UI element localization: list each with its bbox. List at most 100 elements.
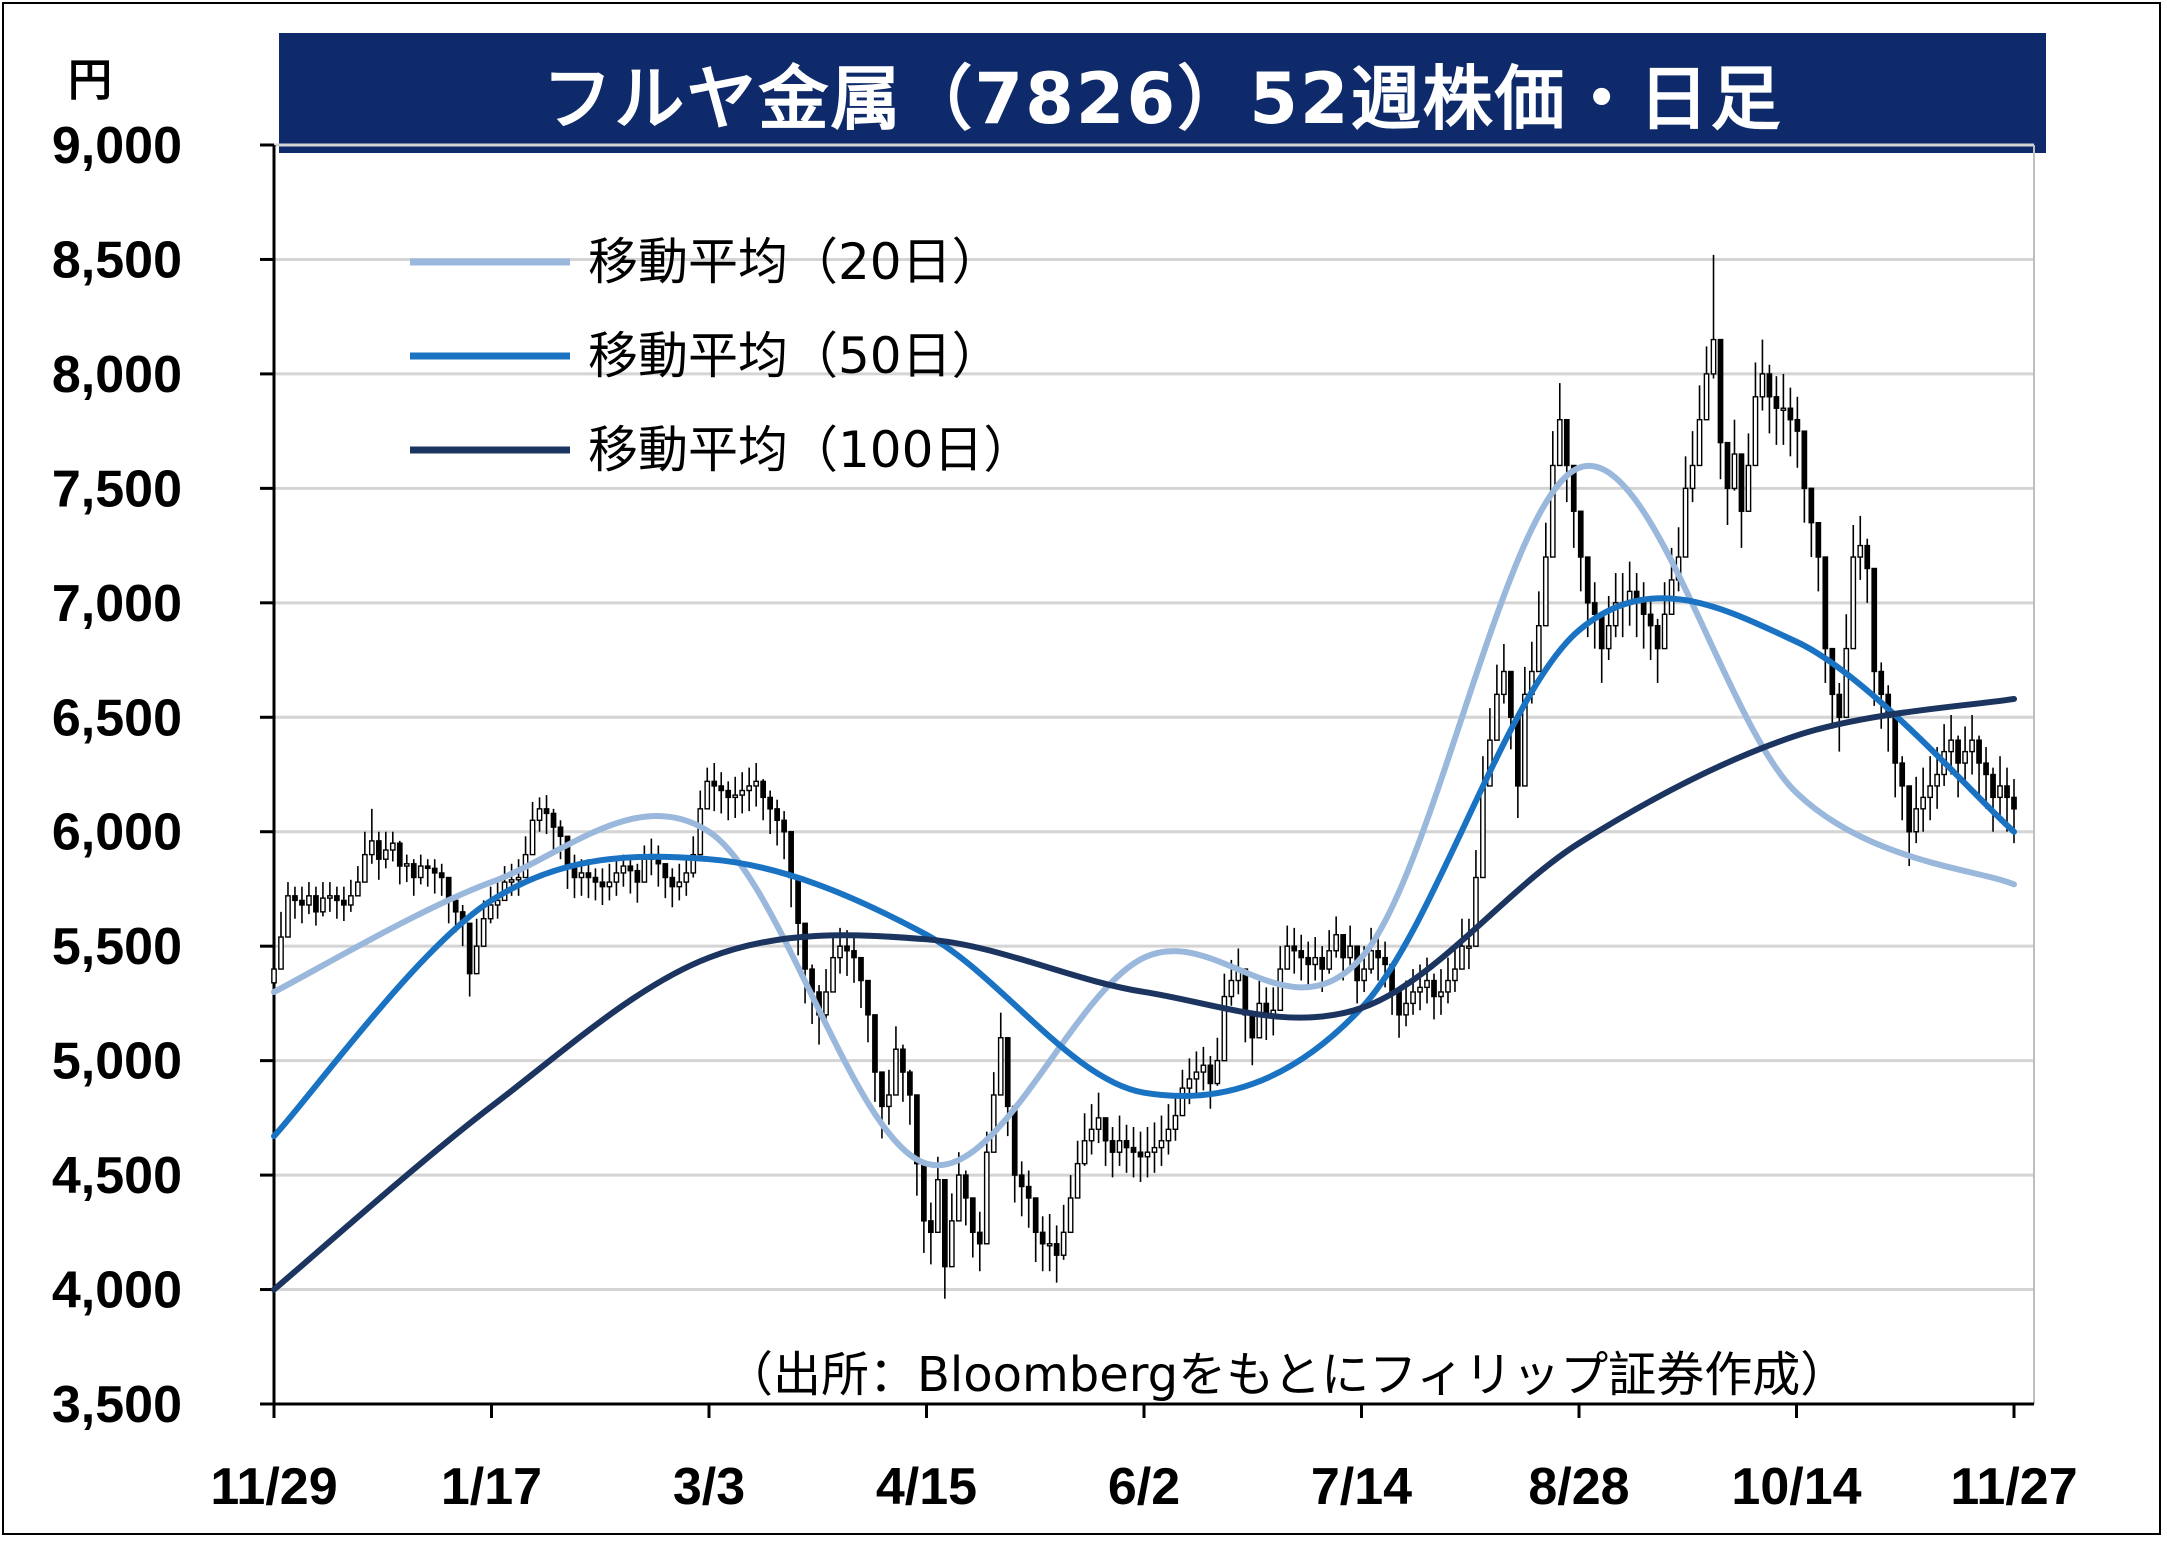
- candle: [1850, 524, 1857, 650]
- candle: [669, 868, 676, 908]
- candle-body: [1836, 693, 1843, 718]
- candle: [1717, 338, 1724, 480]
- candle-body: [431, 867, 438, 874]
- candle-body: [1228, 979, 1235, 998]
- y-tick-label: 6,000: [52, 804, 182, 862]
- candle-body: [1123, 1140, 1130, 1149]
- y-tick-label: 8,500: [52, 231, 182, 289]
- candle: [1773, 376, 1780, 445]
- candle-body: [1983, 762, 1989, 776]
- candle: [634, 863, 641, 903]
- candle: [487, 886, 494, 924]
- candle: [760, 779, 767, 821]
- candle-body: [529, 819, 536, 856]
- candle: [1095, 1092, 1102, 1144]
- candle-body: [1067, 1197, 1074, 1234]
- candle: [334, 886, 340, 919]
- candle-body: [1829, 647, 1836, 696]
- candle-body: [662, 863, 669, 879]
- candle-body: [1773, 396, 1780, 409]
- candle-body: [1934, 773, 1940, 787]
- candle-body: [1025, 1185, 1032, 1199]
- candle: [1689, 431, 1696, 503]
- candle: [1424, 957, 1430, 1004]
- candle: [466, 922, 473, 997]
- y-tick-label: 7,000: [52, 575, 182, 633]
- candle: [1822, 556, 1829, 683]
- candle: [934, 1156, 941, 1234]
- candle: [1598, 613, 1605, 683]
- candle-body: [948, 1220, 955, 1268]
- candle: [1081, 1113, 1088, 1166]
- candle-body: [1165, 1128, 1172, 1142]
- x-tick-label: 6/2: [1108, 1458, 1180, 1516]
- candle-body: [1445, 979, 1451, 993]
- candle: [1857, 515, 1864, 580]
- moving-average-lines: [271, 462, 2017, 1293]
- candle-body: [1661, 613, 1668, 650]
- y-tick-label: 3,500: [52, 1376, 182, 1434]
- candle-body: [1535, 625, 1542, 673]
- chart-title: フルヤ金属（7826）52週株価・日足: [279, 33, 2046, 153]
- candle-body: [1997, 785, 2003, 799]
- candle-body: [410, 863, 417, 879]
- candle: [1032, 1197, 1039, 1263]
- candle: [1871, 567, 1878, 706]
- candle: [1752, 362, 1759, 467]
- candle-body: [487, 904, 494, 920]
- candle: [1074, 1140, 1081, 1199]
- candle-body: [417, 865, 424, 879]
- candle-body: [1158, 1140, 1165, 1149]
- candle: [1969, 714, 1975, 775]
- candle-body: [1340, 934, 1347, 959]
- candle-body: [1969, 739, 1975, 753]
- candle: [1053, 1225, 1060, 1283]
- candle: [313, 886, 319, 926]
- candle: [886, 1069, 892, 1125]
- candle: [676, 863, 683, 901]
- candle: [1144, 1127, 1151, 1178]
- candle-body: [578, 872, 585, 879]
- candle: [1256, 980, 1263, 1039]
- candle-body: [1179, 1087, 1186, 1117]
- candle-body: [753, 780, 760, 787]
- candle-body: [1801, 430, 1808, 490]
- candle-body: [550, 812, 557, 828]
- candle: [732, 776, 739, 818]
- candle: [431, 859, 438, 894]
- candle: [1011, 1105, 1018, 1203]
- candle-body: [543, 808, 550, 815]
- candle-body: [767, 796, 774, 810]
- candle-body: [1046, 1243, 1053, 1247]
- candle: [382, 831, 389, 869]
- candle: [1738, 453, 1745, 548]
- y-axis-unit-label: 円: [68, 55, 112, 106]
- candle-body: [2004, 785, 2010, 799]
- candle: [1445, 957, 1451, 1004]
- candle-body: [1598, 613, 1605, 650]
- candle: [1794, 396, 1801, 468]
- candle-body: [1284, 945, 1291, 970]
- candle: [1941, 724, 1947, 786]
- candle: [1270, 987, 1277, 1036]
- candle: [1088, 1104, 1095, 1155]
- candle: [606, 863, 613, 901]
- candle-body: [1221, 995, 1228, 1062]
- candle: [1207, 1056, 1214, 1109]
- y-tick-label: 5,500: [52, 918, 182, 976]
- candle-body: [1312, 956, 1319, 966]
- candle-body: [1962, 750, 1968, 764]
- candle: [683, 859, 690, 896]
- candle: [1542, 522, 1549, 627]
- candle: [1501, 644, 1507, 704]
- candle: [1116, 1115, 1123, 1166]
- candle-body: [1039, 1231, 1046, 1245]
- candle-body: [354, 881, 361, 897]
- candle: [522, 836, 529, 879]
- candle: [341, 886, 347, 922]
- candle: [1605, 595, 1612, 661]
- ma20-line: [271, 462, 2017, 1169]
- candle: [1242, 968, 1249, 1043]
- candle-body: [1780, 407, 1787, 411]
